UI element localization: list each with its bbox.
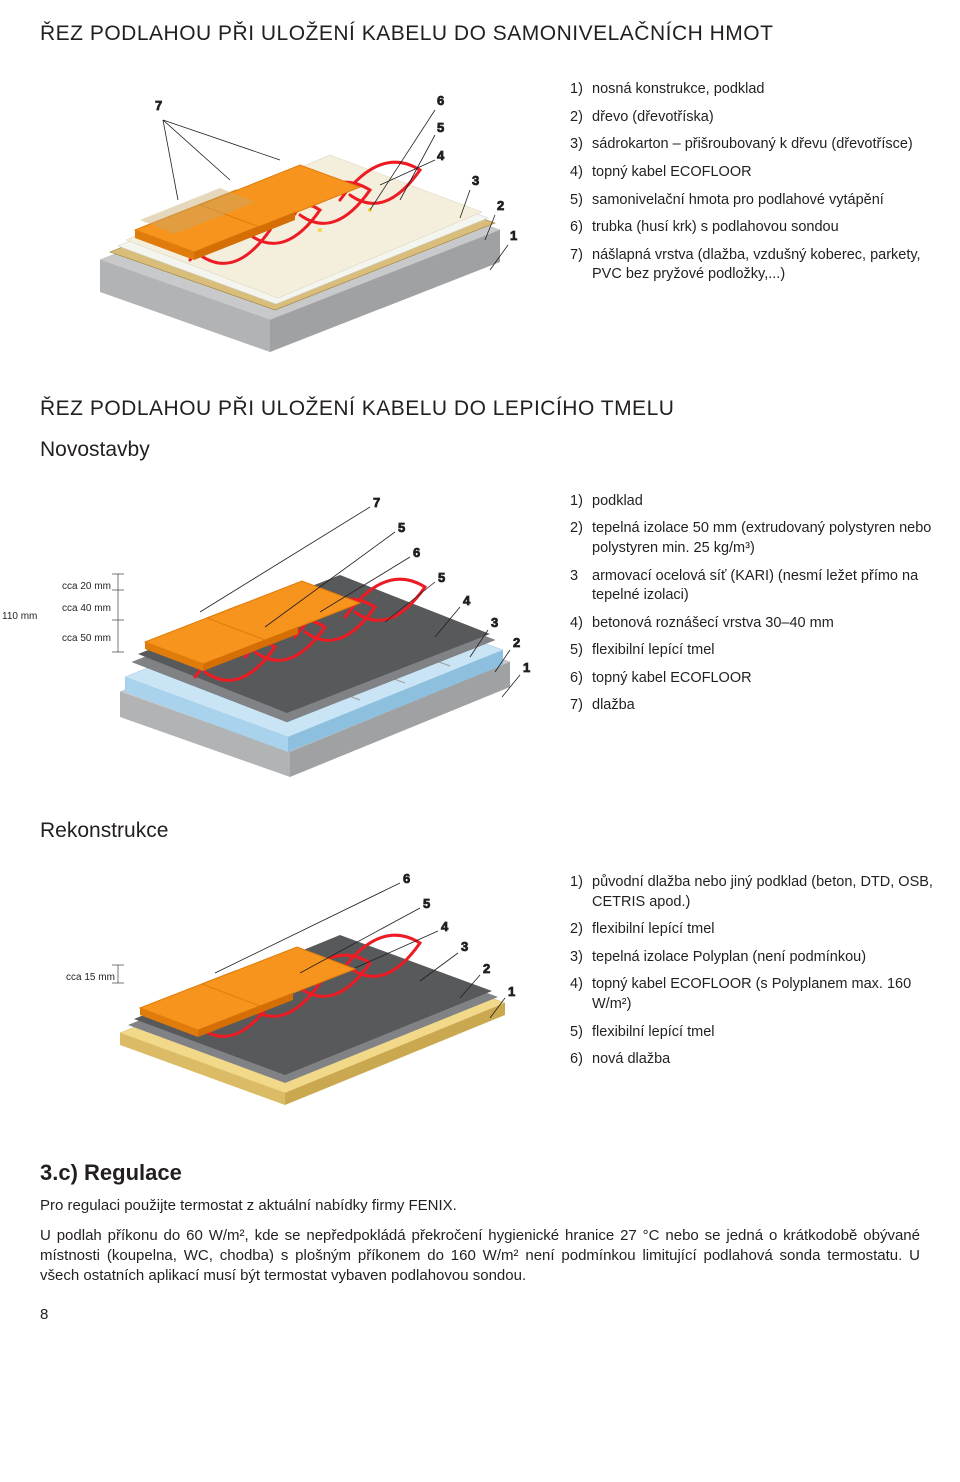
c1-3: 3 (472, 173, 479, 188)
legend2b-1: původní dlažba nebo jiný podklad (beton,… (570, 873, 947, 912)
legend2a-item: betonová roznášecí vrstva 30–40 mm (570, 614, 947, 634)
c1-1: 1 (510, 228, 517, 243)
dim-50: cca 50 mm (62, 632, 111, 646)
section2b-legend: původní dlažba nebo jiný podklad (beton,… (560, 853, 947, 1118)
dim-15: cca 15 mm (66, 971, 115, 985)
legend1-3: sádrokarton – přišroubovaný k dřevu (dře… (570, 135, 947, 155)
regulation-p1: Pro regulaci použijte termostat z aktuál… (40, 1196, 920, 1216)
legend2a-item: topný kabel ECOFLOOR (570, 669, 947, 689)
section1-legend: nosná konstrukce, podklad dřevo (dřevotř… (560, 60, 947, 365)
c2a-1: 1 (523, 660, 530, 675)
legend2b-6: nová dlažba (570, 1050, 947, 1070)
section2b-diagram: cca 15 mm (40, 853, 560, 1118)
c2a-5t: 5 (398, 520, 405, 535)
section2b-row: cca 15 mm (40, 853, 920, 1118)
c2a-7: 7 (373, 495, 380, 510)
legend2a-item: dlažba (570, 696, 947, 716)
section1-diagram: 7 6 5 4 3 2 1 (40, 60, 560, 365)
c2a-2: 2 (513, 635, 520, 650)
legend1-1: nosná konstrukce, podklad (570, 80, 947, 100)
legend2b-3: tepelná izolace Polyplan (není podmínkou… (570, 948, 947, 968)
c2a-5b: 5 (438, 570, 445, 585)
c2b-3: 3 (461, 939, 468, 954)
legend2a-item: flexibilní lepící tmel (570, 641, 947, 661)
section2a-diagram: 110 mm cca 20 mm cca 40 mm cca 50 mm (40, 472, 560, 787)
page-number: 8 (40, 1305, 920, 1325)
c1-5: 5 (437, 120, 444, 135)
regulation-p2: U podlah příkonu do 60 W/m², kde se nepř… (40, 1226, 920, 1287)
diagram1-svg: 7 6 5 4 3 2 1 (40, 60, 560, 360)
section1-title: ŘEZ PODLAHOU PŘI ULOŽENÍ KABELU DO SAMON… (40, 20, 920, 48)
dim-40: cca 40 mm (62, 602, 111, 616)
c2b-4: 4 (441, 919, 449, 934)
legend1-7: nášlapná vrstva (dlažba, vzdušný koberec… (570, 246, 947, 285)
diagram2b-svg: 6 5 4 3 2 1 (40, 853, 560, 1113)
legend2a-item: podklad (570, 492, 947, 512)
legend1-2: dřevo (dřevotříska) (570, 108, 947, 128)
c2a-3: 3 (491, 615, 498, 630)
legend1-4: topný kabel ECOFLOOR (570, 163, 947, 183)
legend2b-4: topný kabel ECOFLOOR (s Polyplanem max. … (570, 975, 947, 1014)
section2-title: ŘEZ PODLAHOU PŘI ULOŽENÍ KABELU DO LEPIC… (40, 395, 920, 423)
legend2b-2: flexibilní lepící tmel (570, 920, 947, 940)
c2b-1: 1 (508, 984, 515, 999)
legend1-5: samonivelační hmota pro podlahové vytápě… (570, 191, 947, 211)
legend2b-5: flexibilní lepící tmel (570, 1023, 947, 1043)
c1-6: 6 (437, 93, 444, 108)
section2-sub-b: Rekonstrukce (40, 817, 920, 845)
c1-2: 2 (497, 198, 504, 213)
diagram2a-svg: 7 5 6 5 4 3 2 1 (40, 472, 560, 782)
c2a-6: 6 (413, 545, 420, 560)
dim-20: cca 20 mm (62, 580, 111, 594)
regulation-heading: 3.c) Regulace (40, 1158, 920, 1188)
dim-total: 110 mm (2, 610, 37, 624)
section2a-row: 110 mm cca 20 mm cca 40 mm cca 50 mm (40, 472, 920, 787)
c1-4: 4 (437, 148, 445, 163)
section2-sub-a: Novostavby (40, 436, 920, 464)
legend2a-item: armovací ocelová síť (KARI) (nesmí ležet… (570, 567, 947, 606)
c1-7: 7 (155, 98, 162, 113)
section2a-legend: podklad tepelná izolace 50 mm (extrudovan… (560, 472, 947, 787)
legend2a-item: tepelná izolace 50 mm (extrudovaný polys… (570, 519, 947, 558)
section1-row: 7 6 5 4 3 2 1 nosná konstrukce, podklad … (40, 60, 920, 365)
legend1-6: trubka (husí krk) s podlahovou sondou (570, 218, 947, 238)
c2b-6: 6 (403, 871, 410, 886)
c2b-2: 2 (483, 961, 490, 976)
c2b-5: 5 (423, 896, 430, 911)
c2a-4: 4 (463, 593, 471, 608)
